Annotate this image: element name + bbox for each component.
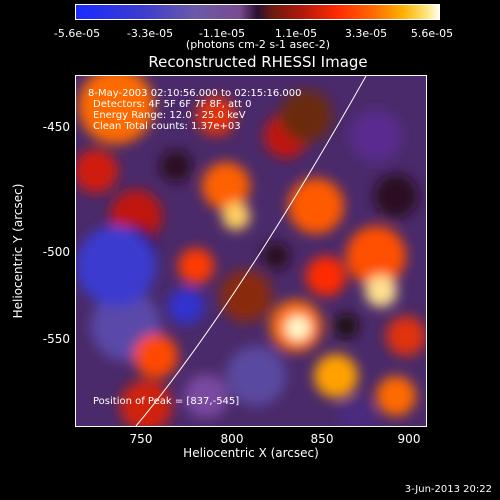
colorbar-tick: -5.6e-05	[53, 27, 101, 40]
colorbar-tick: -3.3e-05	[126, 27, 174, 40]
x-tick-label: 900	[397, 432, 421, 446]
image-title: Reconstructed RHESSI Image	[148, 53, 368, 71]
time-range-label: 8-May-2003 02:10:56.000 to 02:15:16.000	[88, 88, 302, 99]
y-axis-title: Heliocentric Y (arcsec)	[11, 183, 25, 319]
colorbar-tick: -1.1e-05	[198, 27, 246, 40]
image-map	[76, 76, 426, 426]
y-tick-label: -550	[42, 332, 70, 346]
energy-range-label: Energy Range: 12.0 - 25.0 keV	[93, 110, 246, 121]
y-tick-label: -450	[42, 120, 70, 134]
colorbar	[75, 4, 440, 20]
clean-counts-label: Clean Total counts: 1.37e+03	[93, 121, 241, 132]
colorbar-unit-label: (photons cm-2 s-1 asec-2)	[185, 38, 331, 51]
x-tick-label: 750	[129, 432, 153, 446]
detectors-label: Detectors: 4F 5F 6F 7F 8F, att 0	[93, 99, 252, 110]
x-axis-title: Heliocentric X (arcsec)	[183, 446, 319, 460]
rhessi-image	[75, 75, 427, 427]
y-tick-label: -500	[42, 245, 70, 259]
x-tick-label: 800	[220, 432, 244, 446]
colorbar-tick: 1.1e-05	[274, 27, 318, 40]
timestamp: 3-Jun-2013 20:22	[404, 484, 492, 495]
colorbar-tick: 3.3e-05	[344, 27, 388, 40]
x-tick-label: 850	[310, 432, 334, 446]
peak-position-label: Position of Peak = [837,-545]	[93, 396, 240, 407]
colorbar-tick: 5.6e-05	[410, 27, 454, 40]
